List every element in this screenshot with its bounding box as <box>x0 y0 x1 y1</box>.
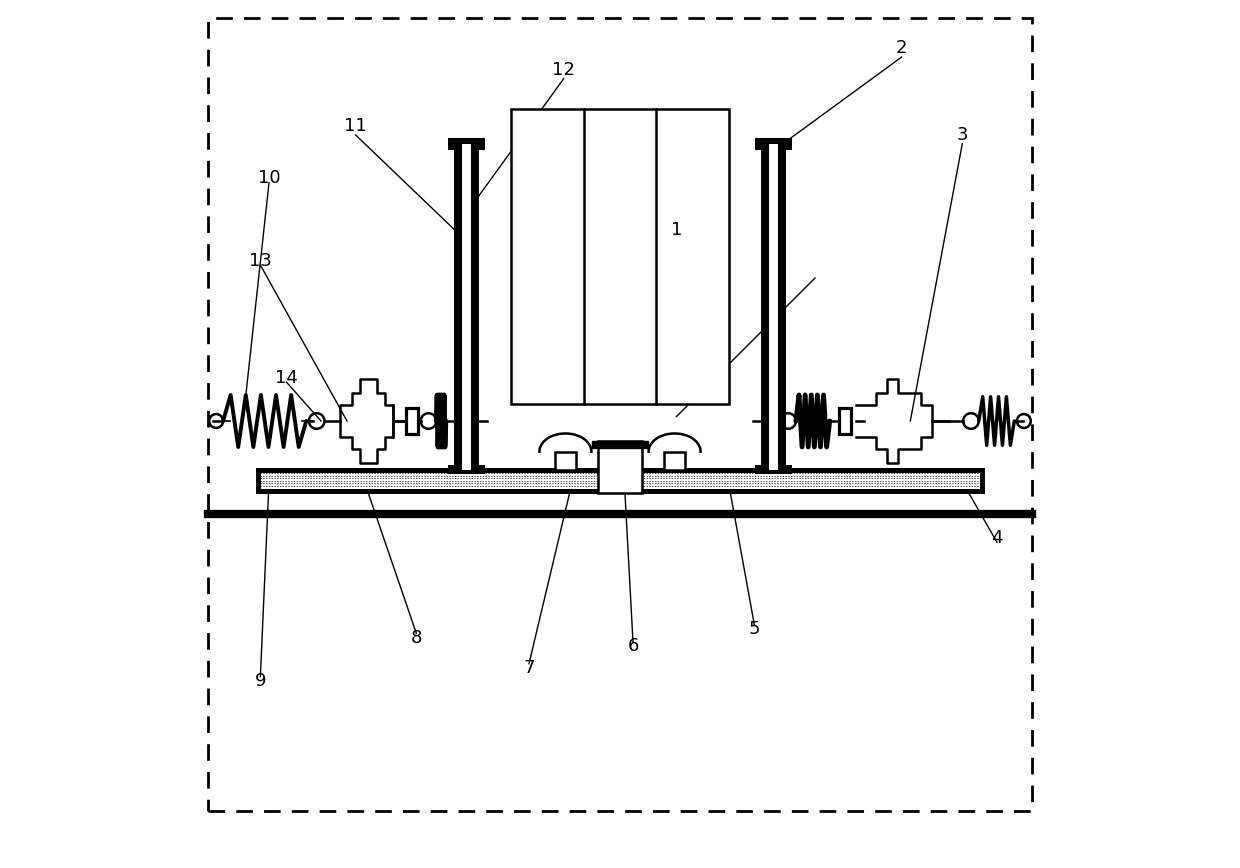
Bar <box>258 470 982 491</box>
Bar <box>777 144 785 470</box>
Bar <box>599 441 641 493</box>
Text: 8: 8 <box>410 628 422 647</box>
Text: 9: 9 <box>254 672 267 690</box>
Bar <box>455 144 463 470</box>
Bar <box>761 144 769 470</box>
Text: 7: 7 <box>523 659 534 677</box>
Bar <box>463 144 471 470</box>
Bar <box>755 138 791 150</box>
Text: 10: 10 <box>258 169 280 187</box>
Bar <box>591 441 649 448</box>
Bar <box>449 138 485 150</box>
Text: 2: 2 <box>895 39 908 57</box>
Bar <box>839 408 852 434</box>
Bar <box>769 144 777 470</box>
Bar <box>471 144 479 470</box>
Text: 4: 4 <box>991 529 1003 547</box>
Bar <box>755 465 791 474</box>
Text: 1: 1 <box>671 221 682 240</box>
Text: 11: 11 <box>345 117 367 135</box>
Text: 13: 13 <box>249 252 272 270</box>
Text: 3: 3 <box>956 126 968 144</box>
Bar <box>511 109 729 404</box>
Bar <box>405 408 418 434</box>
Text: 5: 5 <box>749 620 760 638</box>
Text: 6: 6 <box>627 637 639 655</box>
Bar <box>556 451 575 470</box>
Text: 12: 12 <box>552 61 575 79</box>
Bar <box>665 451 684 470</box>
Text: 14: 14 <box>275 369 298 386</box>
Bar <box>449 465 485 474</box>
